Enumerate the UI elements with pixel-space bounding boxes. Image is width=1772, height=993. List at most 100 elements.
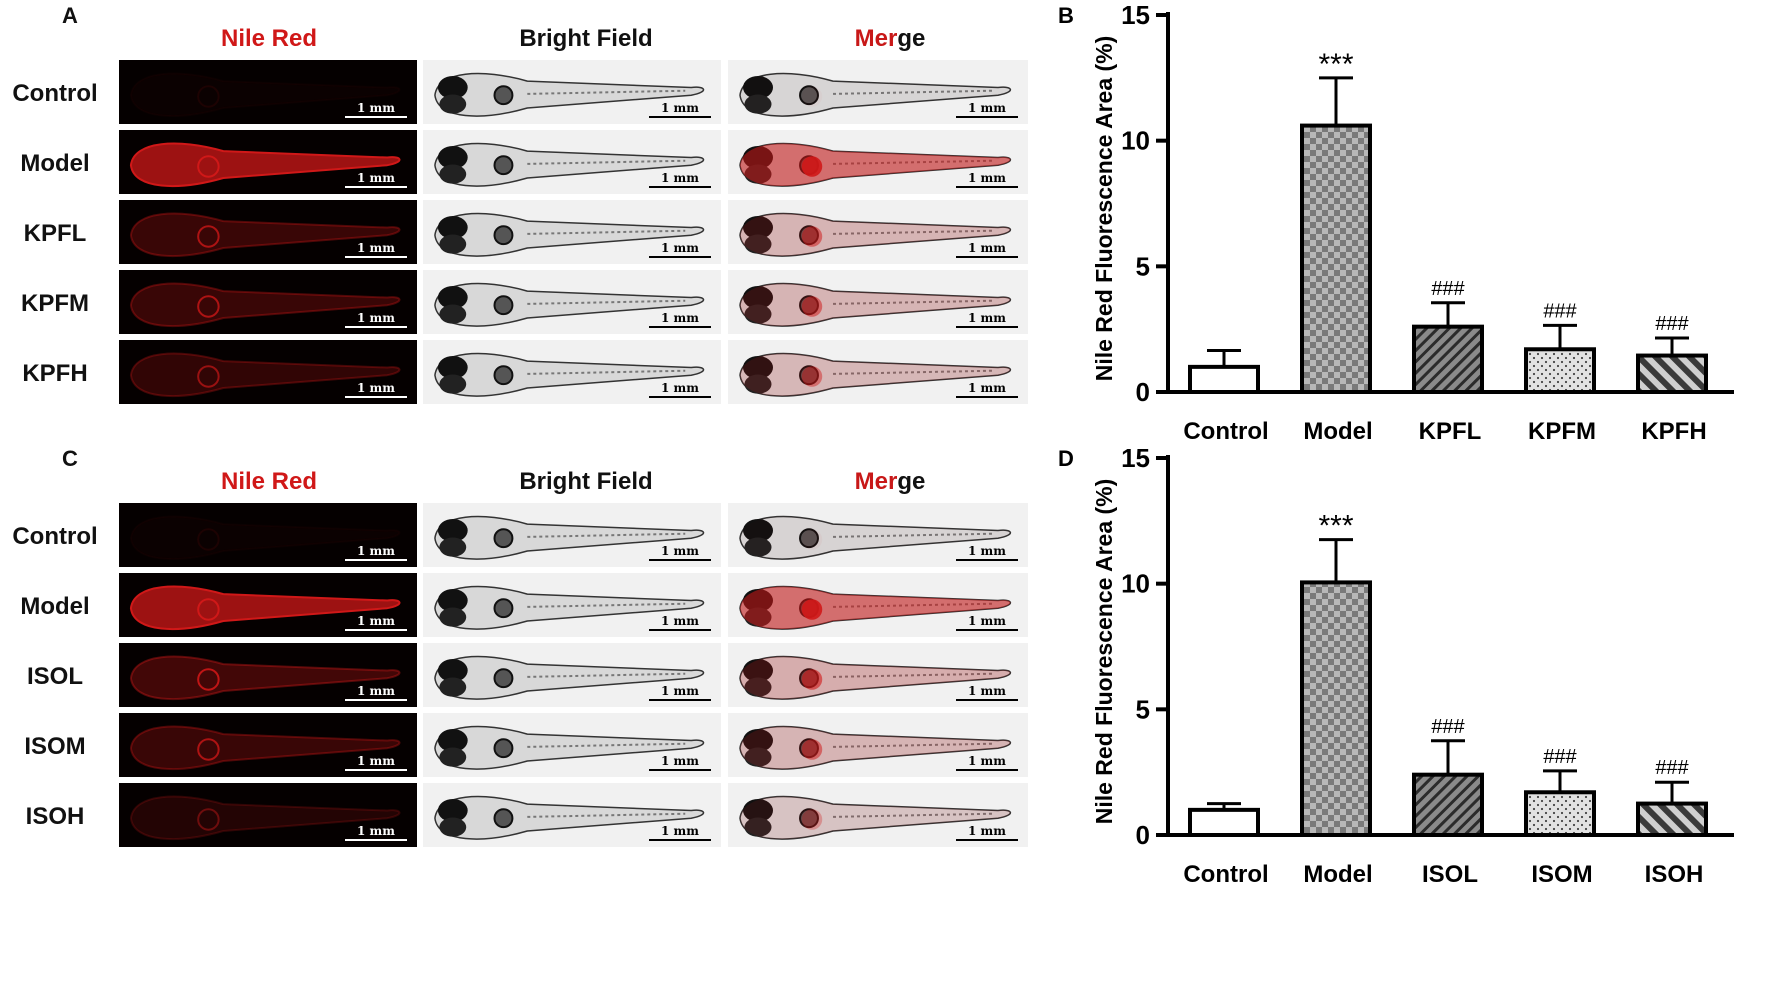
scale-bar-label: 1 mm [661,614,699,628]
x-tick-label: ISOH [1645,861,1704,888]
fluorescence-image [129,352,401,397]
scale-bar: 1 mm [956,101,1018,118]
scale-bar-label: 1 mm [357,544,395,558]
scale-bar-label: 1 mm [968,684,1006,698]
merge-header-black-part: ge [897,468,926,495]
merge-header-red-part: Mer [854,468,898,495]
brightfield-image [434,72,705,117]
scale-bar-line [345,769,407,771]
scale-bar-label: 1 mm [968,824,1006,838]
scale-bar: 1 mm [345,241,407,258]
scale-bar: 1 mm [345,824,407,841]
x-tick-label: KPFL [1419,418,1482,445]
scale-bar: 1 mm [956,311,1018,328]
scale-bar-label: 1 mm [357,614,395,628]
scale-bar-label: 1 mm [661,311,699,325]
fluorescence-image [129,515,401,560]
scale-bar-label: 1 mm [357,754,395,768]
image-tile: 1 mm [728,573,1028,637]
scale-bar-line [649,256,711,258]
scale-bar-line [345,116,407,118]
scale-bar-line [649,769,711,771]
y-tick-label: 5 [1136,694,1150,724]
column-header-nile-red: Nile Red [220,468,318,495]
significance-annotation: ### [1431,716,1465,738]
significance-annotation: *** [1318,510,1353,543]
image-tile: 1 mm [423,130,721,194]
image-tile: 1 mm [423,200,721,264]
row-label: KPFL [23,220,87,247]
bar [1524,790,1596,838]
image-tile: 1 mm [423,60,721,124]
scale-bar-label: 1 mm [661,684,699,698]
scale-bar-line [345,699,407,701]
x-tick-label: Control [1183,861,1268,888]
significance-annotation: ### [1431,278,1465,300]
image-tile: 1 mm [423,573,721,637]
scale-bar-label: 1 mm [661,171,699,185]
scale-bar: 1 mm [649,614,711,631]
bar [1300,123,1372,394]
y-tick-label: 10 [1121,126,1150,156]
scale-bar: 1 mm [649,241,711,258]
brightfield-image [434,212,705,257]
image-tile: 1 mm [728,270,1028,334]
merge-image [739,585,1012,630]
scale-bar-label: 1 mm [357,381,395,395]
scale-bar: 1 mm [345,171,407,188]
x-tick-label: Control [1183,418,1268,445]
fluorescence-image [129,212,401,257]
scale-bar: 1 mm [345,684,407,701]
merge-image [739,282,1012,327]
significance-annotation: ### [1543,746,1577,768]
scale-bar-line [649,699,711,701]
scale-bar: 1 mm [956,544,1018,561]
significance-annotation: *** [1318,48,1353,81]
scale-bar-line [956,559,1018,561]
fluorescence-image [129,725,401,770]
image-tile: 1 mm [728,713,1028,777]
y-tick-label: 5 [1136,251,1150,281]
scale-bar-label: 1 mm [357,241,395,255]
y-axis-label: Nile Red Fluorescence Area (%) [1091,36,1117,382]
scale-bar: 1 mm [956,171,1018,188]
scale-bar-label: 1 mm [357,171,395,185]
fluorescence-image [129,795,401,840]
panel-letter: B [1058,3,1074,28]
scale-bar-line [956,629,1018,631]
brightfield-image [434,142,705,187]
scale-bar-line [345,629,407,631]
row-label: ISOL [26,663,83,690]
image-tile: 1 mm [423,713,721,777]
image-tile: 1 mm [119,713,417,777]
scale-bar: 1 mm [345,381,407,398]
scale-bar-label: 1 mm [968,101,1006,115]
image-tile: 1 mm [119,783,417,847]
y-tick-label: 15 [1121,0,1150,30]
bar [1636,353,1708,395]
fluorescence-image [129,282,401,327]
scale-bar-label: 1 mm [968,171,1006,185]
merge-image [739,72,1012,117]
scale-bar-label: 1 mm [968,614,1006,628]
image-tile: 1 mm [728,340,1028,404]
image-tile: 1 mm [119,270,417,334]
scale-bar: 1 mm [345,614,407,631]
scale-bar-label: 1 mm [661,754,699,768]
scale-bar-label: 1 mm [968,381,1006,395]
image-tile: 1 mm [119,130,417,194]
merge-image [739,515,1012,560]
bar [1412,324,1484,394]
scale-bar: 1 mm [649,754,711,771]
merge-image [739,212,1012,257]
scale-bar-label: 1 mm [661,101,699,115]
bar [1300,580,1372,837]
scale-bar: 1 mm [956,614,1018,631]
scale-bar-line [956,186,1018,188]
scale-bar-label: 1 mm [661,544,699,558]
scale-bar: 1 mm [956,754,1018,771]
scale-bar: 1 mm [345,754,407,771]
scale-bar-line [345,839,407,841]
merge-image [739,352,1012,397]
x-tick-label: KPFH [1641,418,1706,445]
